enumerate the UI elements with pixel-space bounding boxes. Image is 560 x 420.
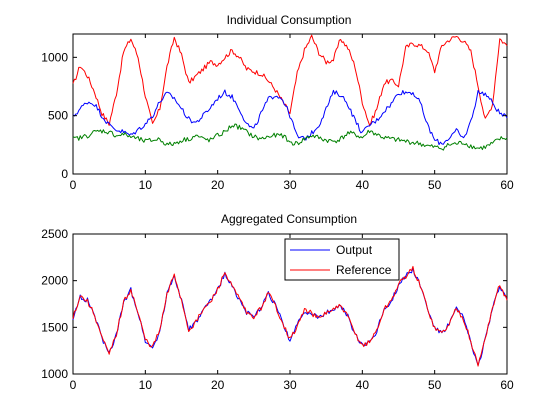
aggregated-consumption-title: Aggregated Consumption	[221, 212, 357, 226]
aggregated-consumption-xtick-label: 30	[283, 378, 297, 392]
legend-label-reference: Reference	[336, 263, 392, 277]
individual-consumption-xtick-label: 60	[500, 178, 514, 192]
individual-consumption-ytick-label: 500	[48, 109, 68, 123]
aggregated-consumption-xtick-label: 0	[70, 378, 77, 392]
legend-box	[284, 238, 400, 281]
aggregated-consumption-ytick-label: 2500	[41, 227, 68, 241]
individual-consumption-xtick-label: 30	[283, 178, 297, 192]
aggregated-consumption-xtick-label: 10	[139, 378, 153, 392]
aggregated-consumption-ticks-group: 0 10 20 30 40 50 60 1000 1500 2000 2500	[41, 227, 514, 392]
individual-consumption-series-2-line	[72, 123, 508, 151]
individual-consumption-xtick-label: 20	[211, 178, 225, 192]
individual-consumption-title: Individual Consumption	[227, 13, 352, 27]
aggregated-consumption-series-reference-line	[72, 265, 508, 367]
legend-label-output: Output	[336, 243, 373, 257]
aggregated-consumption-xtick-label: 60	[500, 378, 514, 392]
individual-consumption-xtick-label: 40	[356, 178, 370, 192]
aggregated-consumption-axes: Aggregated Consumption 0 10 20 30 40 50 60 1000…	[41, 212, 514, 392]
individual-consumption-series-0-line	[72, 34, 508, 126]
aggregated-consumption-ytick-label: 1000	[41, 367, 68, 381]
individual-consumption-ytick-label: 1000	[41, 50, 68, 64]
aggregated-consumption-xtick-label: 40	[356, 378, 370, 392]
individual-consumption-series-1-line	[72, 89, 508, 146]
individual-consumption-xtick-label: 0	[70, 178, 77, 192]
individual-consumption-ticks-group: 0 10 20 30 40 50 60 0 500 1000	[41, 34, 514, 192]
individual-consumption-ytick-label: 0	[61, 167, 68, 181]
aggregated-consumption-ytick-label: 2000	[41, 274, 68, 288]
individual-consumption-plot-box	[72, 33, 508, 175]
aggregated-consumption-series-group	[72, 265, 508, 367]
aggregated-consumption-ytick-label: 1500	[41, 320, 68, 334]
legend: Output Reference	[284, 238, 400, 281]
individual-consumption-xtick-label: 10	[139, 178, 153, 192]
individual-consumption-axes: Individual Consumption 0 10 20 30 40 50 60 0 500…	[41, 13, 514, 192]
aggregated-consumption-xtick-label: 20	[211, 378, 225, 392]
aggregated-consumption-xtick-label: 50	[428, 378, 442, 392]
individual-consumption-series-group	[72, 34, 508, 151]
individual-consumption-xtick-label: 50	[428, 178, 442, 192]
